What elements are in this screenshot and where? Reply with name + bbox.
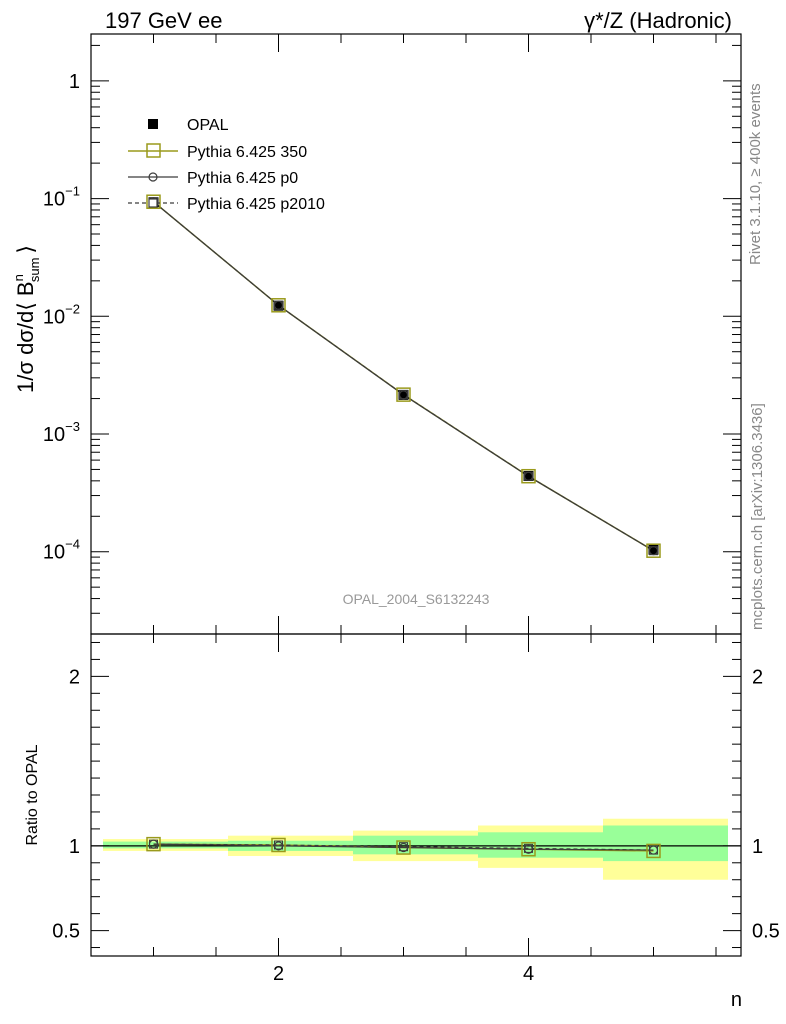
data-point-opal bbox=[398, 389, 409, 400]
data-point-p2010 bbox=[399, 390, 408, 400]
main-ytick-label: 10−1 bbox=[43, 184, 80, 211]
main-ylabel-sub: sum bbox=[27, 258, 42, 283]
data-point-opal bbox=[273, 300, 284, 311]
ratio-panel: 0.5 0.5 1 1 2 2 2 4 bbox=[52, 633, 780, 985]
ratio-ytick-label-left: 1 bbox=[69, 836, 80, 858]
main-ylabel-sup: n bbox=[11, 274, 26, 281]
legend-entry-350: Pythia 6.425 350 bbox=[128, 143, 307, 161]
ratio-series bbox=[146, 836, 661, 859]
watermark: OPAL_2004_S6132243 bbox=[343, 591, 490, 607]
data-point-opal bbox=[648, 544, 659, 555]
ratio-point-350 bbox=[646, 843, 661, 859]
ratio-point-350 bbox=[271, 837, 286, 853]
data-point-350 bbox=[146, 194, 161, 209]
ratio-ylabel: Ratio to OPAL bbox=[24, 744, 41, 845]
ratio-ytick-label-left: 2 bbox=[69, 666, 80, 688]
legend-marker-p2010 bbox=[148, 198, 158, 208]
ratio-point-p2010 bbox=[524, 843, 533, 853]
ratio-point-p2010 bbox=[649, 845, 658, 855]
data-point-350 bbox=[646, 543, 661, 558]
ratio-point-p2010 bbox=[274, 840, 283, 850]
legend-entry-p2010: Pythia 6.425 p2010 bbox=[128, 196, 325, 213]
series-line-350 bbox=[153, 201, 654, 552]
ratio-point-350 bbox=[396, 840, 411, 855]
legend-label-350: Pythia 6.425 350 bbox=[187, 144, 307, 161]
ratio-ytick-label-right: 2 bbox=[752, 666, 763, 688]
main-ytick-label: 1 bbox=[69, 71, 80, 93]
ratio-ytick-label-right: 0.5 bbox=[752, 921, 780, 943]
main-ytick-label: 10−3 bbox=[43, 419, 80, 446]
ratio-band-inner bbox=[478, 832, 603, 858]
main-ytick-label: 10−2 bbox=[43, 301, 80, 328]
series-line-p2010 bbox=[153, 201, 654, 552]
ratio-frame bbox=[90, 633, 742, 957]
data-point-350 bbox=[271, 298, 286, 313]
main-ylabel-text: 1/σ dσ/d⟨ B bbox=[13, 281, 38, 393]
legend-marker-350 bbox=[146, 143, 161, 158]
ratio-band-inner bbox=[603, 825, 728, 862]
data-point-350 bbox=[521, 468, 536, 484]
ratio-xtick-label: 4 bbox=[523, 963, 534, 985]
ratio-point-p2010 bbox=[399, 842, 408, 852]
data-point-opal bbox=[523, 470, 534, 481]
data-point-p2010 bbox=[524, 471, 533, 481]
legend-label-p2010: Pythia 6.425 p2010 bbox=[187, 196, 325, 213]
data-point-350 bbox=[396, 387, 411, 402]
main-series bbox=[146, 194, 661, 558]
series-line-p0 bbox=[153, 201, 654, 552]
legend-label-opal: OPAL bbox=[187, 117, 229, 134]
ratio-ytick-label-right: 1 bbox=[752, 836, 763, 858]
legend-marker-p0 bbox=[148, 172, 158, 182]
ratio-point-p2010 bbox=[149, 839, 158, 849]
ratio-band-inner bbox=[353, 835, 478, 855]
title-right: γ*/Z (Hadronic) bbox=[584, 8, 732, 33]
svg-text:1/σ dσ/d⟨ Bnsum⟩: 1/σ dσ/d⟨ Bnsum ⟩ bbox=[11, 245, 42, 393]
ratio-band-inner bbox=[103, 841, 228, 849]
main-ylabel: 1/σ dσ/d⟨ Bnsum ⟩ bbox=[11, 245, 42, 393]
ratio-xtick-label: 2 bbox=[273, 963, 284, 985]
rivet-label: Rivet 3.1.10, ≥ 400k events bbox=[747, 83, 764, 265]
legend-label-p0: Pythia 6.425 p0 bbox=[187, 170, 298, 187]
data-point-p2010 bbox=[649, 546, 658, 556]
main-ylabel-tail: ⟩ bbox=[13, 245, 38, 254]
legend: OPAL Pythia 6.425 350 Pythia 6.425 p0 Py… bbox=[128, 117, 325, 213]
ratio-ticks: 0.5 0.5 1 1 2 2 2 4 bbox=[52, 634, 780, 985]
ratio-point-350 bbox=[521, 841, 536, 857]
ratio-line-p2010 bbox=[153, 843, 654, 851]
legend-entry-p0: Pythia 6.425 p0 bbox=[128, 170, 298, 187]
ratio-point-350 bbox=[146, 836, 161, 852]
mcplots-label: mcplots.cern.ch [arXiv:1306.3436] bbox=[749, 403, 766, 630]
x-axis-label: n bbox=[731, 989, 742, 1011]
main-ytick-label: 10−4 bbox=[43, 537, 80, 564]
legend-entry-opal: OPAL bbox=[148, 117, 229, 134]
main-panel: 1 10−1 10−2 10−3 10−4 OPAL_2004_S6132243 bbox=[43, 33, 742, 635]
ratio-ytick-label-left: 0.5 bbox=[52, 921, 80, 943]
main-ticks: 1 10−1 10−2 10−3 10−4 bbox=[43, 34, 741, 635]
title-left: 197 GeV ee bbox=[105, 8, 222, 33]
legend-marker-opal bbox=[148, 119, 158, 129]
ratio-bands bbox=[91, 818, 741, 880]
data-point-p2010 bbox=[274, 300, 283, 310]
